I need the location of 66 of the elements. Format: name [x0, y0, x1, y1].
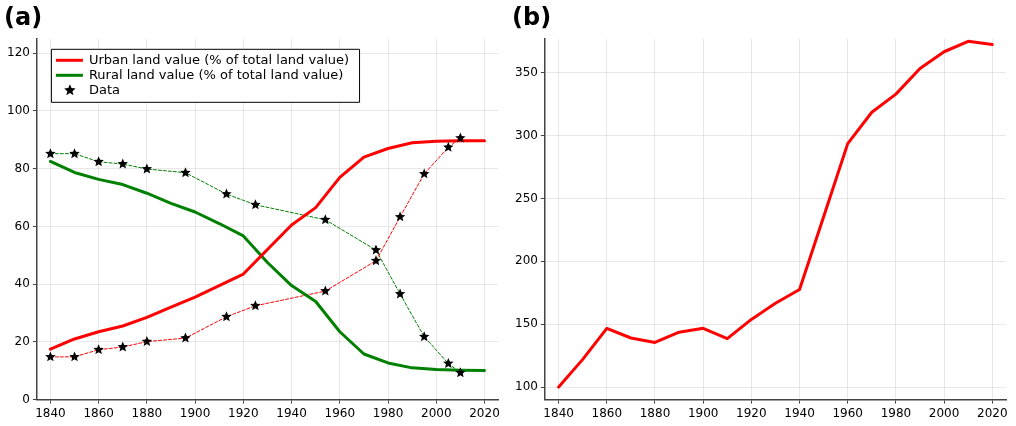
- x-tick-label: 2020: [469, 405, 500, 420]
- point: [370, 244, 382, 255]
- x-tick-label: 1900: [179, 405, 211, 420]
- point: [93, 344, 104, 355]
- point: [45, 148, 56, 159]
- point: [250, 300, 261, 311]
- x-tick-label: 1860: [591, 405, 623, 420]
- x-tick-label: 1880: [131, 405, 163, 420]
- x-tick-label: 1940: [784, 405, 815, 420]
- point: [455, 132, 466, 143]
- point: [141, 163, 153, 174]
- point: [117, 341, 128, 352]
- x-tick-label: 1960: [832, 405, 863, 420]
- y-tick-label: 350: [515, 64, 538, 79]
- point: [180, 332, 191, 343]
- legend-label: Rural land value (% of total land value): [88, 66, 344, 82]
- y-tick-label: 100: [7, 103, 30, 118]
- y-tick-label: 200: [515, 253, 538, 268]
- x-tick-label: 1960: [324, 405, 356, 420]
- x-tick-label: 1980: [880, 405, 912, 420]
- y-tick-label: 250: [515, 190, 538, 205]
- point: [320, 214, 331, 225]
- point: [418, 331, 430, 342]
- x-tick-label: 1840: [35, 405, 66, 420]
- point: [443, 141, 454, 152]
- legend-label: Data: [88, 81, 120, 97]
- x-tick-label: 1840: [543, 405, 574, 420]
- point: [141, 336, 153, 347]
- x-tick-label: 1980: [372, 405, 404, 420]
- point: [221, 311, 232, 322]
- point: [418, 168, 430, 179]
- point: [93, 156, 104, 167]
- point: [394, 288, 406, 299]
- y-tick-label: 100: [515, 379, 538, 394]
- point: [221, 188, 232, 199]
- x-tick-label: 2000: [928, 405, 960, 420]
- point: [250, 199, 261, 210]
- x-tick-label: 1920: [228, 405, 259, 420]
- y-tick-label: 150: [515, 316, 538, 331]
- chart-title: (a): [4, 2, 43, 31]
- y-tick-label: 300: [515, 127, 538, 142]
- chart-title: (b): [512, 2, 552, 31]
- y-tick-label: 80: [14, 160, 30, 175]
- point: [117, 158, 128, 169]
- y-tick-label: 60: [14, 218, 30, 233]
- x-tick-label: 2020: [976, 405, 1008, 420]
- x-tick-label: 1860: [83, 405, 114, 420]
- legend-label: Urban land value (% of total land value): [88, 51, 350, 67]
- point: [370, 255, 382, 266]
- x-tick-label: 1880: [639, 405, 671, 420]
- x-tick-label: 2000: [420, 405, 452, 420]
- point: [180, 167, 191, 178]
- y-tick-label: 20: [14, 334, 30, 348]
- point: [69, 148, 80, 159]
- point: [455, 367, 466, 378]
- y-tick-label: 120: [7, 45, 30, 60]
- x-tick-label: 1920: [736, 405, 767, 420]
- y-tick-label: 0: [22, 391, 30, 406]
- point: [443, 358, 454, 368]
- point: [394, 211, 406, 222]
- x-tick-label: 1900: [687, 405, 719, 420]
- point: [69, 351, 80, 362]
- y-tick-label: 40: [14, 276, 30, 291]
- point: [320, 285, 331, 296]
- x-tick-label: 1940: [276, 405, 307, 420]
- point: [45, 351, 56, 362]
